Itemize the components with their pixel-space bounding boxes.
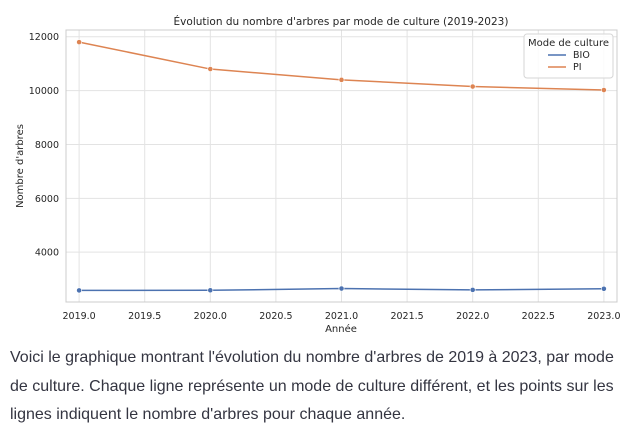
series-lines [76, 39, 607, 294]
x-tick-label: 2022.0 [456, 311, 489, 322]
x-axis-label: Année [325, 323, 357, 335]
legend-title: Mode de culture [528, 38, 609, 49]
data-point-bio [600, 285, 607, 292]
x-tick-label: 2019.5 [128, 311, 161, 322]
x-tick-label: 2022.5 [522, 311, 555, 322]
x-tick-label: 2021.0 [325, 311, 358, 322]
data-point-bio [469, 286, 476, 293]
y-axis-label: Nombre d'arbres [15, 124, 26, 208]
x-tick-label: 2019.0 [62, 311, 95, 322]
chart-svg: Évolution du nombre d'arbres par mode de… [15, 15, 621, 335]
data-point-bio [338, 285, 345, 292]
y-tick-label: 12000 [29, 32, 59, 43]
y-tick-label: 6000 [35, 194, 59, 205]
legend-box [523, 33, 614, 79]
axis-ticks: 2019.0 2019.5 2020.0 2020.5 2021.0 2021.5 2022… [29, 32, 621, 322]
chart-title: Évolution du nombre d'arbres par mode de… [174, 15, 509, 28]
assistant-message: Voici le graphique montrant l'évolution … [10, 349, 614, 423]
x-tick-label: 2021.5 [390, 311, 423, 322]
data-point-pi [469, 83, 476, 90]
data-point-pi [600, 87, 607, 93]
legend-label-pi: PI [573, 62, 582, 73]
x-tick-label: 2023.0 [587, 311, 620, 322]
plot-frame [65, 29, 618, 303]
x-tick-label: 2020.0 [194, 311, 227, 322]
y-tick-label: 4000 [35, 248, 59, 259]
line-chart: Évolution du nombre d'arbres par mode de… [15, 15, 621, 335]
data-point-bio [207, 287, 214, 294]
data-point-bio [76, 287, 83, 294]
data-point-pi [76, 39, 83, 46]
y-tick-label: 8000 [35, 140, 59, 151]
y-tick-label: 10000 [29, 86, 59, 97]
data-point-pi [207, 66, 214, 72]
legend-label-bio: BIO [573, 50, 590, 61]
data-point-pi [338, 76, 345, 83]
x-tick-label: 2020.5 [259, 311, 292, 322]
